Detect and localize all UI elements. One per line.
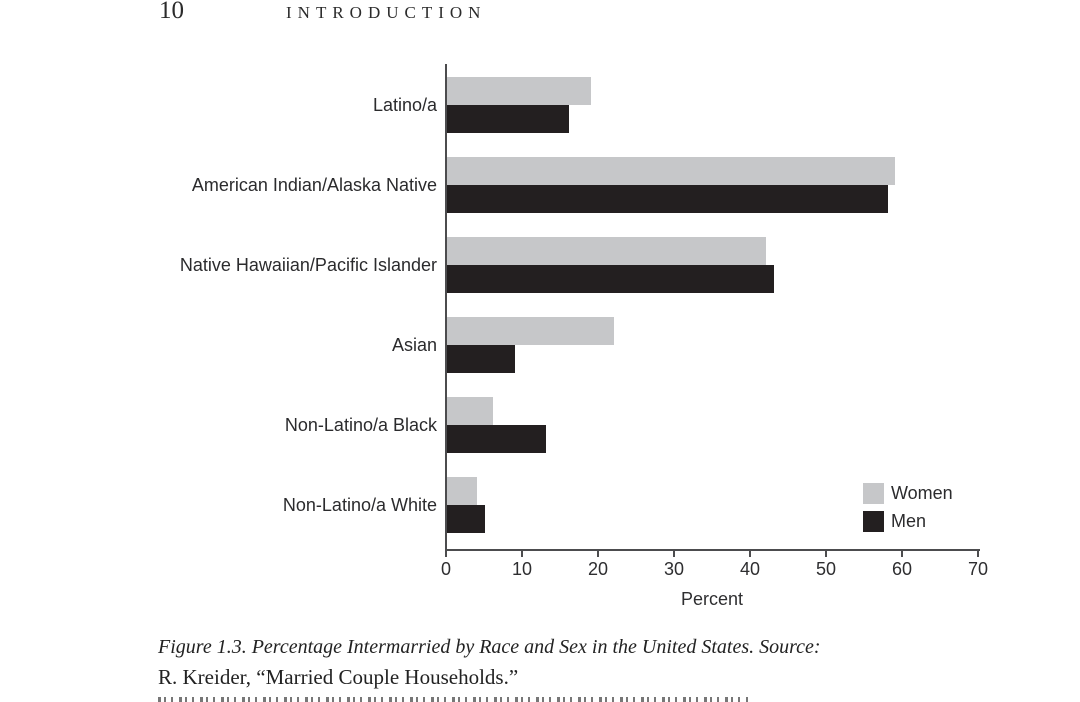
legend-swatch-men xyxy=(863,510,884,532)
category-label: Asian xyxy=(391,335,437,355)
category-label: American Indian/Alaska Native xyxy=(191,175,437,195)
x-tick xyxy=(977,549,979,557)
bar-women xyxy=(447,477,477,505)
caption-line-2: R. Kreider, “Married Couple Households.” xyxy=(158,665,519,689)
page-number: 10 xyxy=(159,0,184,24)
x-tick-label: 20 xyxy=(587,559,609,579)
x-tick xyxy=(901,549,903,557)
x-tick xyxy=(597,549,599,557)
legend-row: Men xyxy=(863,510,953,532)
x-tick-label: 50 xyxy=(815,559,837,579)
legend-label: Men xyxy=(891,510,927,531)
bar-women xyxy=(447,317,614,345)
cropped-text-line xyxy=(158,697,748,702)
bar-men xyxy=(447,265,774,293)
legend-row: Women xyxy=(863,482,953,504)
bar-women xyxy=(447,157,895,185)
x-tick-label: 30 xyxy=(663,559,685,579)
x-tick-label: 0 xyxy=(440,559,451,579)
category-label: Non-Latino/a White xyxy=(282,495,437,515)
x-tick xyxy=(521,549,523,557)
caption-line-1: Figure 1.3. Percentage Intermarried by R… xyxy=(158,636,821,658)
category-label: Non-Latino/a Black xyxy=(284,415,437,435)
bar-men xyxy=(447,505,485,533)
bar-men xyxy=(447,185,888,213)
bar-men xyxy=(447,105,569,133)
bar-women xyxy=(447,397,493,425)
legend-label: Women xyxy=(891,482,953,503)
x-axis-title: Percent xyxy=(680,589,744,609)
category-label: Native Hawaiian/Pacific Islander xyxy=(179,255,437,275)
bar-women xyxy=(447,77,591,105)
legend: Women Men xyxy=(863,482,953,538)
x-tick xyxy=(825,549,827,557)
x-axis-line xyxy=(445,549,980,551)
bar-women xyxy=(447,237,766,265)
x-tick xyxy=(749,549,751,557)
bar-men xyxy=(447,425,546,453)
y-axis-line xyxy=(445,64,447,549)
bar-men xyxy=(447,345,515,373)
x-tick-label: 70 xyxy=(967,559,989,579)
x-tick-label: 10 xyxy=(511,559,533,579)
running-title: INTRODUCTION xyxy=(286,3,487,22)
category-label: Latino/a xyxy=(372,95,437,115)
x-tick xyxy=(673,549,675,557)
x-tick-label: 60 xyxy=(891,559,913,579)
legend-swatch-women xyxy=(863,482,884,504)
x-tick-label: 40 xyxy=(739,559,761,579)
x-tick xyxy=(445,549,447,557)
